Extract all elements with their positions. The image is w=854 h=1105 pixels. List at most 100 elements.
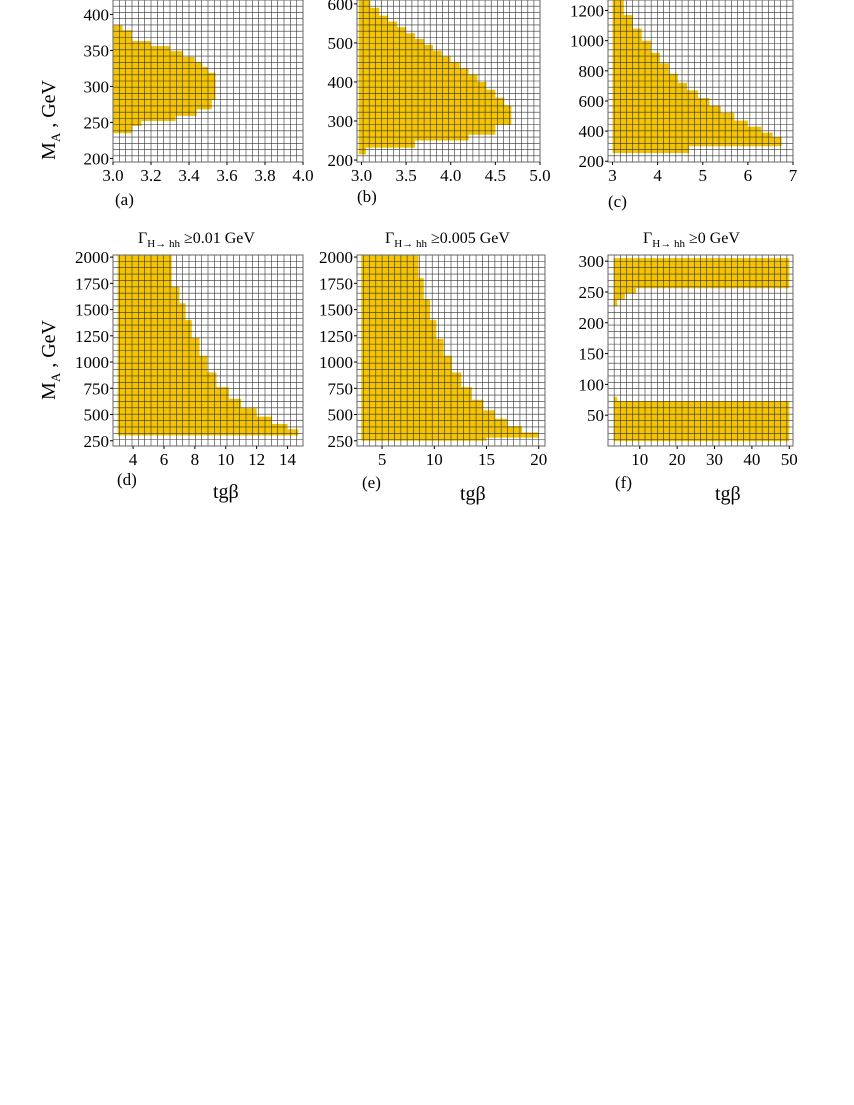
y-tick-label: 1000 bbox=[75, 353, 109, 372]
y-tick-label: 2000 bbox=[75, 248, 109, 267]
y-tick-label: 50 bbox=[587, 406, 604, 425]
y-tick-label: 250 bbox=[579, 283, 605, 302]
y-tick-label: 600 bbox=[328, 0, 354, 14]
figure: 3.0 3.2 3.4 3.6 3.8 4.0 200 250 300 350 400 (a) 3.0… bbox=[0, 0, 854, 520]
panel-label: (a) bbox=[115, 190, 134, 209]
y-tick-label: 400 bbox=[579, 122, 605, 141]
y-tick-label: 200 bbox=[84, 149, 110, 168]
y-tick-label: 500 bbox=[328, 34, 354, 53]
y-tick-label: 800 bbox=[579, 62, 605, 81]
y-tick-label: 200 bbox=[328, 151, 354, 170]
y-tick-label: 1500 bbox=[319, 301, 353, 320]
y-tick-label: 200 bbox=[579, 152, 605, 171]
x-tick-label: 14 bbox=[279, 450, 297, 469]
y-tick-label: 1250 bbox=[75, 327, 109, 346]
x-tick-label: 4 bbox=[129, 450, 138, 469]
plot-area bbox=[608, 0, 793, 162]
x-tick-label: 6 bbox=[744, 166, 753, 185]
x-tick-label: 20 bbox=[669, 450, 686, 469]
allowed-region bbox=[358, 0, 512, 155]
panel-a: 3.0 3.2 3.4 3.6 3.8 4.0 200 250 300 350 400 (a) bbox=[84, 0, 314, 209]
panel-e: 5 10 15 20 250 500 750 1000 1250 1500 1750 2000 (e) bbox=[319, 248, 547, 492]
plot-frame bbox=[356, 254, 546, 447]
y-tick-label: 750 bbox=[328, 379, 354, 398]
y-tick-label: 300 bbox=[579, 252, 605, 271]
x-tick-label: 3.4 bbox=[178, 166, 200, 185]
y-tick-label: 150 bbox=[579, 345, 605, 364]
xlabel-e: tgβ bbox=[460, 483, 486, 505]
x-tick-label: 30 bbox=[706, 450, 723, 469]
title-f: ΓH→ hh ≥0 GeV bbox=[643, 230, 740, 250]
panel-label: (f) bbox=[615, 473, 632, 492]
plot-frame bbox=[607, 254, 794, 447]
plot-area bbox=[113, 255, 303, 446]
title-d: ΓH→ hh ≥0.01 GeV bbox=[138, 230, 255, 250]
x-tick-label: 15 bbox=[478, 450, 495, 469]
plot-frame bbox=[356, 0, 541, 163]
panel-d: 4 6 8 10 12 14 250 500 750 1000 1250 1500 1750 2000 (d… bbox=[75, 248, 304, 489]
x-tick-label: 3.6 bbox=[216, 166, 237, 185]
y-tick-label: 300 bbox=[328, 112, 354, 131]
panel-label: (c) bbox=[608, 192, 627, 211]
x-tick-label: 3.0 bbox=[351, 166, 372, 185]
plot-area bbox=[608, 255, 793, 446]
x-tick-label: 3.0 bbox=[102, 166, 123, 185]
x-tick-label: 3 bbox=[608, 166, 617, 185]
x-tick-label: 8 bbox=[191, 450, 200, 469]
y-tick-label: 500 bbox=[328, 406, 354, 425]
allowed-region bbox=[613, 258, 790, 307]
x-tick-label: 10 bbox=[631, 450, 648, 469]
x-tick-label: 40 bbox=[743, 450, 760, 469]
xlabel-d: tgβ bbox=[213, 481, 239, 503]
x-tick-label: 3.2 bbox=[140, 166, 161, 185]
x-tick-label: 12 bbox=[248, 450, 265, 469]
x-tick-label: 50 bbox=[781, 450, 798, 469]
ylabel-top: MA , GeV bbox=[38, 79, 63, 160]
y-tick-label: 750 bbox=[84, 379, 110, 398]
x-tick-label: 4.5 bbox=[485, 166, 506, 185]
panel-b: 3.0 3.5 4.0 4.5 5.0 200 300 400 500 600 (b) bbox=[328, 0, 551, 206]
title-e: ΓH→ hh ≥0.005 GeV bbox=[385, 230, 510, 250]
x-tick-label: 4.0 bbox=[440, 166, 461, 185]
y-tick-label: 400 bbox=[328, 73, 354, 92]
y-tick-label: 250 bbox=[328, 432, 354, 451]
y-tick-label: 1200 bbox=[570, 2, 604, 21]
y-tick-label: 1750 bbox=[319, 274, 353, 293]
panel-label: (e) bbox=[362, 473, 381, 492]
y-tick-label: 600 bbox=[579, 92, 605, 111]
allowed-region bbox=[361, 255, 539, 441]
panel-f: 10 20 30 40 50 50 100 150 200 250 300 (f) bbox=[579, 252, 798, 492]
plot-frame bbox=[607, 0, 794, 163]
ylabel-bottom: MA , GeV bbox=[38, 319, 63, 400]
plot-area bbox=[113, 0, 303, 162]
plot-area bbox=[357, 255, 545, 446]
y-tick-label: 200 bbox=[579, 314, 605, 333]
x-tick-label: 5 bbox=[699, 166, 708, 185]
x-tick-label: 5.0 bbox=[529, 166, 550, 185]
x-tick-label: 20 bbox=[530, 450, 547, 469]
y-tick-label: 1250 bbox=[319, 327, 353, 346]
allowed-region bbox=[612, 0, 782, 153]
x-tick-label: 10 bbox=[426, 450, 443, 469]
x-tick-label: 10 bbox=[217, 450, 234, 469]
y-tick-label: 1500 bbox=[75, 301, 109, 320]
x-tick-label: 3.8 bbox=[254, 166, 275, 185]
x-tick-label: 4.0 bbox=[292, 166, 313, 185]
x-tick-label: 5 bbox=[378, 450, 387, 469]
plot-frame bbox=[112, 0, 304, 163]
y-tick-label: 100 bbox=[579, 375, 605, 394]
allowed-region bbox=[113, 25, 216, 134]
y-tick-label: 500 bbox=[84, 406, 110, 425]
y-tick-label: 400 bbox=[84, 5, 110, 24]
panel-label: (b) bbox=[357, 187, 377, 206]
x-tick-label: 6 bbox=[160, 450, 169, 469]
plot-area bbox=[357, 0, 540, 162]
xlabel-f: tgβ bbox=[715, 483, 741, 505]
x-tick-label: 7 bbox=[789, 166, 798, 185]
y-tick-label: 1000 bbox=[570, 32, 604, 51]
x-tick-label: 3.5 bbox=[395, 166, 416, 185]
panel-c: 3 4 5 6 7 200 400 600 800 1000 1200 (c) bbox=[570, 0, 798, 211]
y-tick-label: 2000 bbox=[319, 248, 353, 267]
panel-label: (d) bbox=[117, 470, 137, 489]
